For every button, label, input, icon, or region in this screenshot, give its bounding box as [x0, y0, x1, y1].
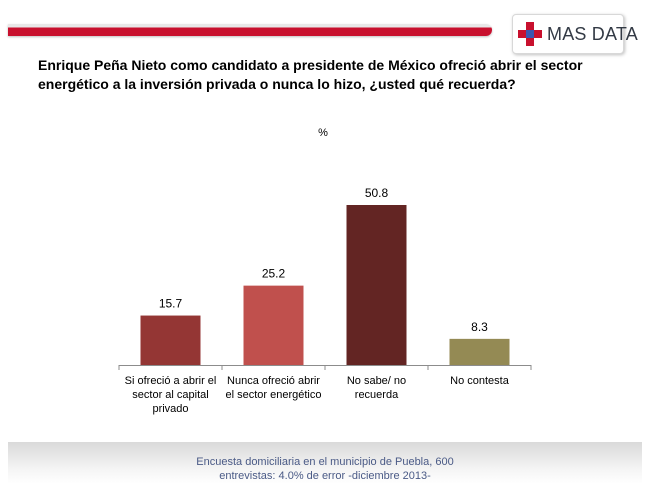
category-label: el sector energético	[226, 389, 322, 401]
category-label: No sabe/ no	[347, 375, 406, 387]
category-label: sector al capital	[132, 389, 208, 401]
bar	[243, 285, 304, 365]
data-label: 15.7	[159, 297, 183, 311]
logo-text: MAS DATA	[547, 24, 638, 44]
footer-line-1: Encuesta domiciliaria en el municipio de…	[196, 456, 454, 468]
category-label: Si ofreció a abrir el	[125, 375, 217, 387]
bar-chart: % 15.7 Si ofreció a abrir el sector al capi…	[118, 127, 532, 415]
medical-cross-icon	[518, 22, 542, 46]
bar	[140, 315, 201, 365]
chart-question: Enrique Peña Nieto como candidato a pres…	[38, 57, 583, 92]
bar	[346, 205, 407, 365]
footer-line-2: entrevistas: 4.0% de error -diciembre 20…	[219, 470, 431, 482]
data-label: 50.8	[365, 186, 389, 200]
category-label: No contesta	[450, 375, 510, 387]
data-label: 8.3	[471, 320, 488, 334]
header-bar	[8, 24, 492, 36]
mas-data-logo: MAS DATA	[512, 14, 638, 54]
unit-label: %	[318, 127, 328, 139]
category-label: Nunca ofreció abrir	[227, 375, 320, 387]
category-label: privado	[152, 403, 188, 415]
footer: Encuesta domiciliaria en el municipio de…	[8, 442, 642, 484]
bar	[449, 338, 510, 365]
category-label: recuerda	[355, 389, 399, 401]
data-label: 25.2	[262, 267, 286, 281]
